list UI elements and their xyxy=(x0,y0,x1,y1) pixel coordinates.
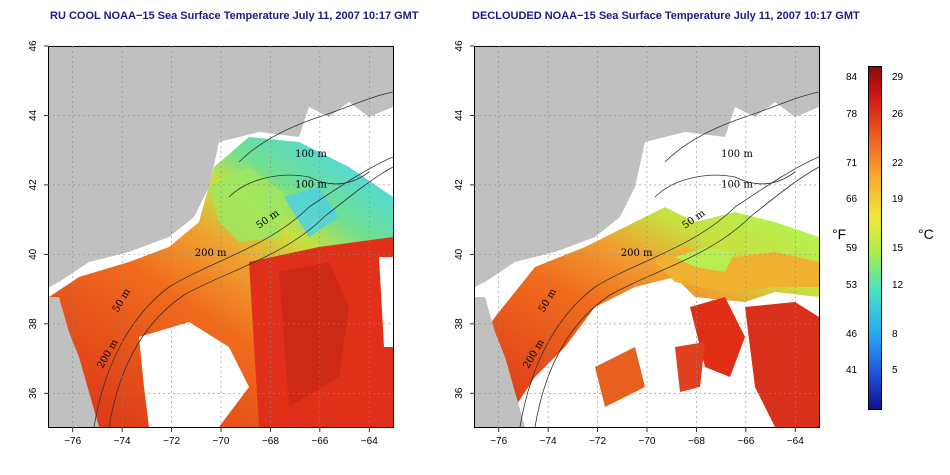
y-tick-label: 40 xyxy=(454,248,465,260)
contour-label: 100 m xyxy=(721,149,753,160)
contour-label: 200 m xyxy=(95,337,121,370)
sst-map-declouded-image xyxy=(475,47,819,427)
x-tick-label: −64 xyxy=(361,436,378,447)
y-tick-label: 44 xyxy=(454,109,465,121)
colorbar-fahrenheit-tick: 78 xyxy=(846,108,858,120)
colorbar-fahrenheit-tick: 71 xyxy=(846,157,858,169)
x-tick-label: −68 xyxy=(688,436,705,447)
contour-label: 200 m xyxy=(195,248,227,259)
sst-map-raw-image xyxy=(49,47,393,427)
x-tick-label: −66 xyxy=(737,436,754,447)
x-tick-label: −70 xyxy=(639,436,656,447)
x-tick-label: −68 xyxy=(262,436,279,447)
panel-title-raw: RU COOL NOAA−15 Sea Surface Temperature … xyxy=(50,10,419,22)
y-tick-label: 36 xyxy=(28,387,39,399)
y-tick-label: 42 xyxy=(28,179,39,191)
colorbar-celsius-tick: 15 xyxy=(892,243,904,255)
y-tick-label: 46 xyxy=(28,40,39,52)
contour-label: 50 m xyxy=(111,287,133,315)
y-tick-label: 46 xyxy=(454,40,465,52)
x-tick-label: −72 xyxy=(163,436,180,447)
colorbar-fahrenheit-tick: 46 xyxy=(846,328,858,340)
colorbar-celsius-tick: 8 xyxy=(892,328,898,340)
x-tick-label: −72 xyxy=(589,436,606,447)
contour-label: 50 m xyxy=(537,287,559,315)
colorbar-celsius-tick: 22 xyxy=(892,157,904,169)
panel-title-declouded: DECLOUDED NOAA−15 Sea Surface Temperatur… xyxy=(472,10,860,22)
contour-label: 100 m xyxy=(721,179,753,190)
colorbar-celsius-tick: 19 xyxy=(892,194,904,206)
celsius-unit-label: °C xyxy=(918,226,934,242)
colorbar-celsius-tick: 26 xyxy=(892,108,904,120)
y-tick-label: 42 xyxy=(454,179,465,191)
x-tick-label: −76 xyxy=(490,436,507,447)
y-tick-label: 36 xyxy=(454,387,465,399)
colorbar-celsius-tick: 5 xyxy=(892,365,898,377)
y-tick-label: 40 xyxy=(28,248,39,260)
contour-label: 100 m xyxy=(295,149,327,160)
colorbar-celsius-tick: 29 xyxy=(892,72,904,84)
x-tick-label: −70 xyxy=(213,436,230,447)
fahrenheit-unit-label: °F xyxy=(832,226,847,242)
x-tick-label: −76 xyxy=(64,436,81,447)
colorbar-celsius-tick: 12 xyxy=(892,279,904,291)
y-tick-label: 44 xyxy=(28,109,39,121)
contour-label: 200 m xyxy=(621,248,653,259)
contour-label: 200 m xyxy=(521,337,547,370)
colorbar-fahrenheit-tick: 84 xyxy=(846,72,858,84)
temperature-colorbar xyxy=(868,66,882,410)
sst-map-raw xyxy=(48,46,394,428)
sst-map-declouded xyxy=(474,46,820,428)
x-tick-label: −66 xyxy=(311,436,328,447)
x-tick-label: −74 xyxy=(114,436,131,447)
colorbar-fahrenheit-tick: 41 xyxy=(846,365,858,377)
x-tick-label: −64 xyxy=(787,436,804,447)
y-tick-label: 38 xyxy=(454,318,465,330)
colorbar-fahrenheit-tick: 53 xyxy=(846,279,858,291)
colorbar-fahrenheit-tick: 59 xyxy=(846,243,858,255)
y-tick-label: 38 xyxy=(28,318,39,330)
colorbar-fahrenheit-tick: 66 xyxy=(846,194,858,206)
contour-label: 50 m xyxy=(680,208,708,232)
contour-label: 50 m xyxy=(254,208,282,232)
x-tick-label: −74 xyxy=(540,436,557,447)
contour-label: 100 m xyxy=(295,179,327,190)
